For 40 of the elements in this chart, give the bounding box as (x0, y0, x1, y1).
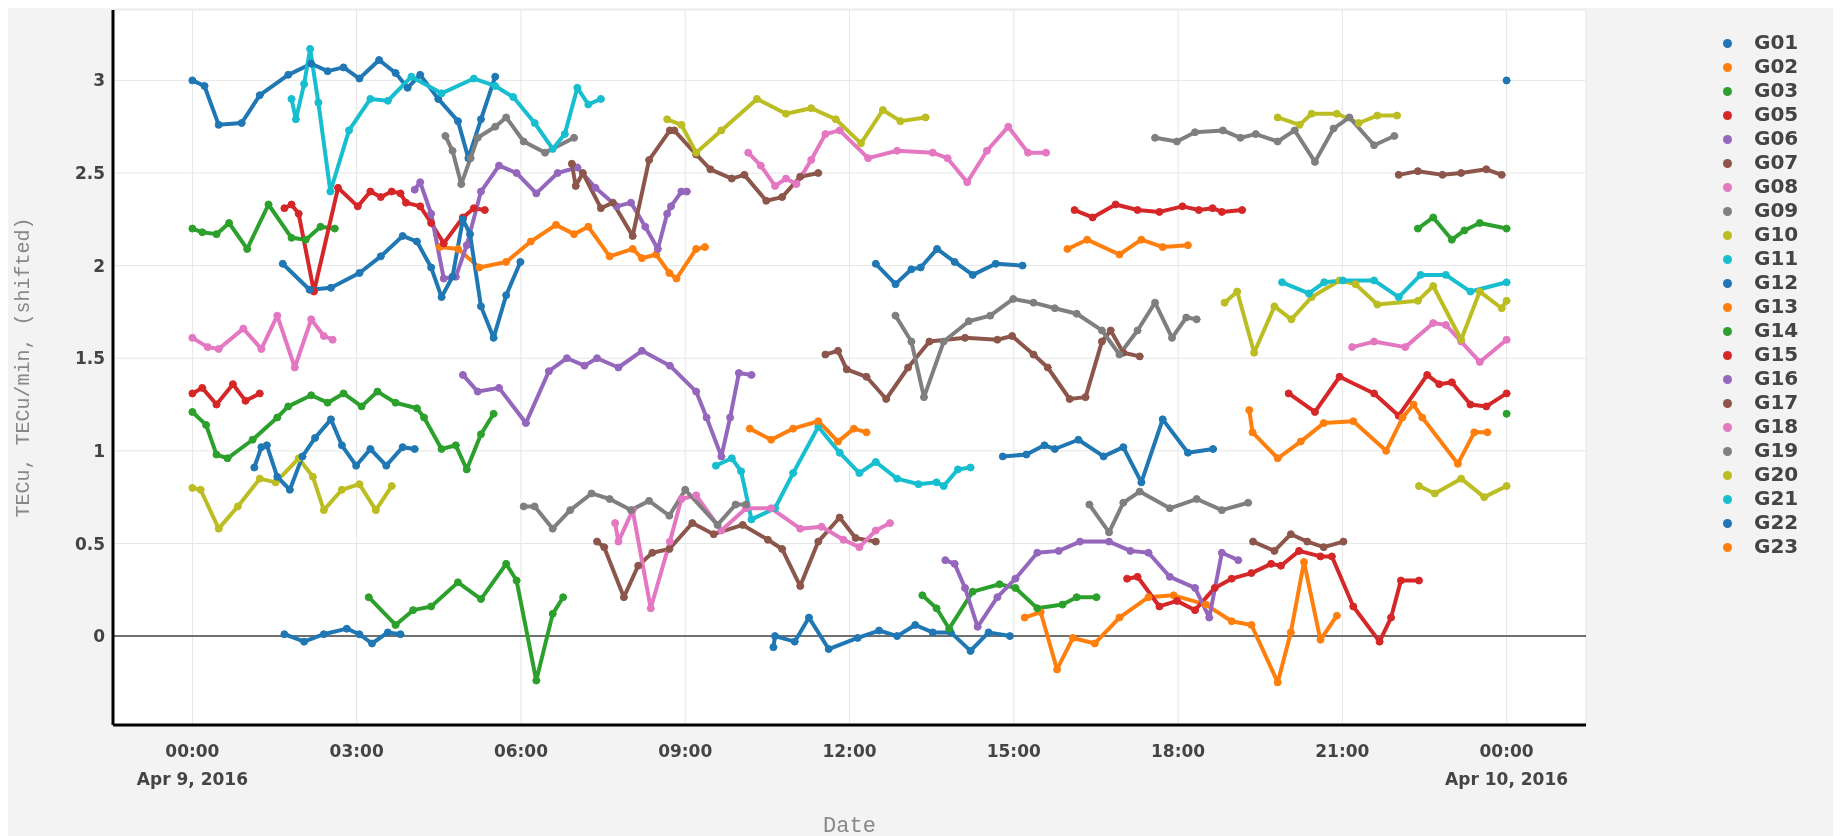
legend-label: G09 (1754, 198, 1799, 222)
y-tick-label: 1.5 (74, 348, 105, 369)
legend-label: G23 (1754, 534, 1799, 558)
legend-label: G16 (1754, 366, 1799, 390)
legend-label: G14 (1754, 318, 1799, 342)
y-tick-label: 3 (93, 70, 105, 91)
y-axis-title: TECu, TECu/min, (shifted) (12, 217, 36, 518)
x-tick-label: 00:00 Apr 9, 2016 (136, 741, 248, 789)
legend-label: G13 (1754, 294, 1799, 318)
x-tick-label: 12:00 (822, 741, 877, 761)
legend-label: G12 (1754, 270, 1799, 294)
y-tick-label: 1 (93, 440, 105, 461)
legend-label: G07 (1754, 150, 1799, 174)
x-tick-label: 03:00 (329, 741, 384, 761)
legend-label: G01 (1754, 30, 1799, 54)
legend-label: G19 (1754, 438, 1799, 462)
legend-label: G17 (1754, 390, 1799, 414)
y-tick-label: 0.5 (74, 533, 105, 554)
x-tick-label: 09:00 (658, 741, 713, 761)
legend-label: G10 (1754, 222, 1799, 246)
legend-label: G08 (1754, 174, 1799, 198)
x-tick-label: 21:00 (1315, 741, 1370, 761)
x-axis-title: Date (823, 814, 876, 836)
legend-label: G05 (1754, 102, 1799, 126)
y-tick-label: 0 (93, 626, 106, 647)
y-tick-label: 2.5 (74, 163, 105, 184)
x-tick-label: 15:00 (986, 741, 1041, 761)
legend-label: G20 (1754, 462, 1799, 486)
legend-label: G02 (1754, 54, 1799, 78)
legend-label: G15 (1754, 342, 1799, 366)
x-tick-label: 18:00 (1150, 741, 1206, 761)
legend-label: G18 (1754, 414, 1799, 438)
legend-label: G06 (1754, 126, 1799, 150)
legend-label: G03 (1754, 78, 1799, 102)
legend-label: G21 (1754, 486, 1799, 510)
x-tick-label: 00:00 Apr 10, 2016 (1445, 741, 1569, 789)
legend-label: G22 (1754, 510, 1799, 534)
y-tick-label: 2 (93, 255, 105, 276)
legend-label: G11 (1754, 246, 1799, 270)
x-tick-label: 06:00 (493, 741, 549, 761)
